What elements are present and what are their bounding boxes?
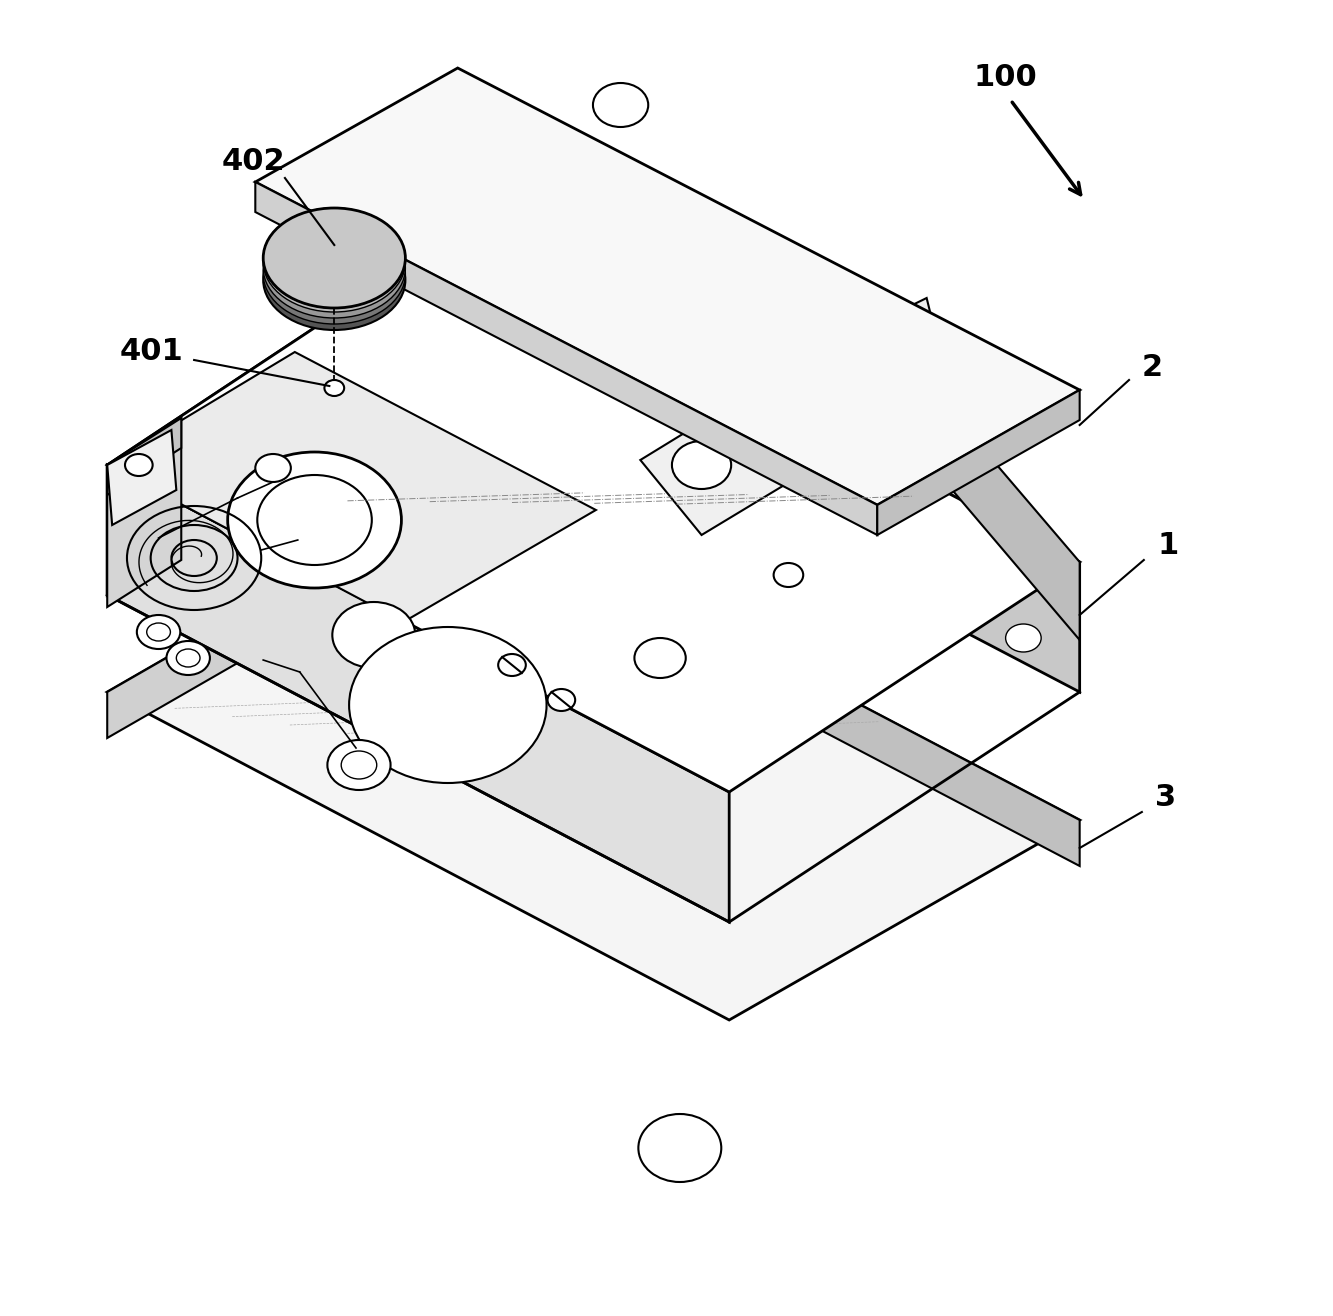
Polygon shape — [107, 418, 181, 495]
Ellipse shape — [593, 83, 648, 128]
Ellipse shape — [167, 641, 209, 675]
Polygon shape — [107, 430, 176, 525]
Text: 1: 1 — [1158, 530, 1180, 559]
Polygon shape — [865, 297, 937, 368]
Ellipse shape — [852, 367, 880, 390]
Polygon shape — [107, 465, 729, 923]
Polygon shape — [107, 418, 181, 607]
Polygon shape — [897, 347, 1080, 640]
Ellipse shape — [349, 626, 547, 783]
Text: 402: 402 — [221, 147, 285, 176]
Ellipse shape — [256, 454, 291, 482]
Text: 2: 2 — [1141, 354, 1162, 383]
Ellipse shape — [147, 622, 171, 641]
Ellipse shape — [332, 601, 416, 669]
Polygon shape — [256, 68, 1080, 505]
Polygon shape — [107, 351, 596, 622]
Polygon shape — [640, 345, 892, 536]
Text: 3: 3 — [1154, 783, 1176, 812]
Ellipse shape — [328, 740, 391, 790]
Ellipse shape — [257, 475, 372, 565]
Ellipse shape — [773, 563, 804, 587]
Ellipse shape — [635, 638, 685, 678]
Ellipse shape — [324, 380, 344, 396]
Ellipse shape — [137, 615, 180, 649]
Polygon shape — [107, 236, 1080, 792]
Ellipse shape — [672, 441, 732, 490]
Polygon shape — [784, 318, 856, 382]
Ellipse shape — [176, 649, 200, 667]
Ellipse shape — [639, 1115, 721, 1182]
Polygon shape — [877, 390, 1080, 536]
Ellipse shape — [263, 208, 405, 308]
Ellipse shape — [263, 208, 405, 308]
Polygon shape — [107, 492, 455, 738]
Ellipse shape — [125, 454, 153, 476]
Polygon shape — [107, 492, 1080, 1020]
Ellipse shape — [341, 751, 377, 779]
Polygon shape — [455, 236, 1080, 692]
Ellipse shape — [1005, 624, 1041, 651]
Text: 401: 401 — [120, 337, 184, 366]
Polygon shape — [256, 182, 877, 536]
Ellipse shape — [263, 230, 405, 330]
Ellipse shape — [228, 451, 401, 588]
Polygon shape — [455, 492, 1080, 866]
Ellipse shape — [548, 690, 575, 711]
Text: 100: 100 — [973, 63, 1037, 92]
Ellipse shape — [263, 224, 405, 324]
Ellipse shape — [499, 654, 525, 676]
Polygon shape — [107, 236, 455, 595]
Ellipse shape — [263, 218, 405, 318]
Ellipse shape — [263, 212, 405, 312]
